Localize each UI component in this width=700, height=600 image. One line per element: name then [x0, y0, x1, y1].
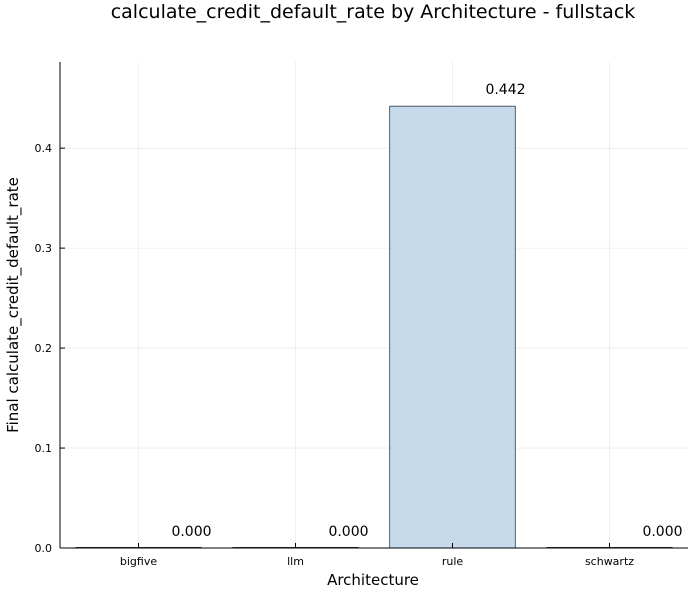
y-tick-label: 0.1 [35, 442, 53, 455]
data-label: 0.000 [642, 524, 682, 540]
bars [75, 105, 673, 549]
y-tick-label: 0.3 [35, 242, 53, 255]
grid-lines [60, 62, 688, 549]
y-axis-title: Final calculate_credit_default_rate [4, 177, 23, 433]
x-tick-label: schwartz [585, 555, 634, 568]
y-tick-label: 0.4 [35, 142, 53, 155]
chart-title: calculate_credit_default_rate by Archite… [111, 1, 636, 23]
x-tick-labels: bigfive llm rule schwartz [120, 555, 634, 568]
data-label: 0.442 [485, 82, 525, 98]
data-labels: 0.000 0.000 0.442 0.000 [171, 82, 682, 540]
x-tick-label: bigfive [120, 555, 157, 568]
y-tick-labels: 0.0 0.1 0.2 0.3 0.4 [35, 142, 53, 555]
data-label: 0.000 [171, 524, 211, 540]
y-tick-label: 0.0 [35, 542, 53, 555]
data-label: 0.000 [328, 524, 368, 540]
x-tick-label: rule [442, 555, 464, 568]
bar-rule [389, 105, 516, 549]
y-tick-label: 0.2 [35, 342, 53, 355]
x-tick-label: llm [287, 555, 304, 568]
axes [59, 62, 688, 549]
x-axis-title: Architecture [327, 571, 419, 589]
